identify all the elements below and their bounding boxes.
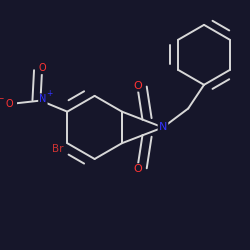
Text: −: − xyxy=(0,94,4,103)
Text: Br: Br xyxy=(52,144,63,154)
Text: N: N xyxy=(39,94,46,104)
Text: O: O xyxy=(38,63,46,73)
Text: +: + xyxy=(46,89,53,98)
Text: O: O xyxy=(133,80,142,90)
Text: O: O xyxy=(133,164,142,174)
Text: O: O xyxy=(6,99,14,109)
Text: N: N xyxy=(159,122,167,132)
